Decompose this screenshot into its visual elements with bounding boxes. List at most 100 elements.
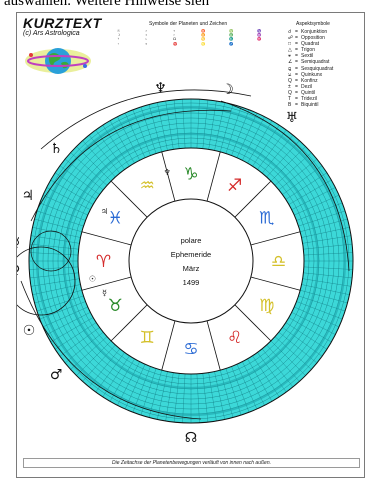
zodiac-sign-glyph: ♋: [183, 340, 198, 360]
aspect-glyph: B: [288, 102, 292, 109]
ring-band: [62, 132, 320, 390]
symbols-legend-glyph: ♒: [257, 33, 262, 38]
symbols-legend-glyph: ♉: [201, 29, 206, 33]
symbols-legend-glyph: ♆: [173, 29, 176, 33]
aspect-equals: =: [295, 96, 298, 103]
aspect-name: Konfinz: [301, 77, 318, 84]
aspect-glyph: □: [288, 41, 292, 48]
aspect-glyph: Q: [288, 89, 292, 96]
aspect-equals: =: [295, 65, 298, 72]
zodiac-sign-glyph: ♓: [108, 208, 123, 228]
aspect-legend-item: ☍ = Opposition: [288, 35, 364, 41]
outer-planet-glyph: ♂: [50, 367, 63, 383]
aspect-name: Quintil: [301, 89, 316, 96]
aspect-equals: =: [295, 47, 298, 54]
symbols-legend-glyph: ♎: [229, 33, 234, 38]
trajectory-curve: [20, 280, 202, 420]
trajectory-curve: [40, 89, 252, 150]
zodiac-divider: [234, 180, 272, 218]
aspect-legend-item: □ = Quadrat: [288, 41, 364, 47]
orbit-arc: [30, 230, 72, 272]
symbols-legend-glyph: ☽: [117, 33, 121, 38]
symbols-legend-table: ☉ ☽ ☿ ♀ ♂ ♃ ♄ ♅ ♆ ♇ ☊ ♈ ♉ ♊ ♋ ♌ ♍ ♎ ♏ ♐ ♑ ♒ ♓: [115, 29, 285, 75]
inner-planet-marker: ☉: [89, 274, 96, 283]
outer-planet-glyph: ♆: [154, 81, 167, 97]
symbols-legend-column: ♍ ♎ ♏ ♐: [229, 29, 233, 46]
zodiac-divider: [250, 276, 301, 291]
symbols-legend-glyph: ♇: [173, 33, 176, 38]
zodiac-divider: [110, 180, 148, 218]
aspect-legend-item: T = Tridezil: [288, 96, 364, 102]
page-caption: auswählen. Weitere Hinweise sieh: [4, 0, 210, 9]
symbols-legend-glyph: ☊: [173, 37, 177, 42]
symbols-legend-glyph: ♈: [173, 41, 178, 46]
outer-planet-glyph: ☊: [185, 430, 197, 446]
zodiac-sign-glyph: ♉: [108, 296, 123, 316]
center-text-line: Ephemeride: [171, 250, 211, 259]
symbols-legend-column: ♉ ♊ ♋ ♌: [201, 29, 205, 46]
zodiac-divider: [206, 320, 221, 371]
symbols-legend-glyph: ♋: [201, 37, 206, 42]
aspect-legend-item: Q = Konfinz: [288, 78, 364, 84]
zodiac-divider: [250, 231, 301, 246]
aspect-glyph: ±: [288, 83, 291, 90]
symbols-legend-glyph: ♏: [229, 37, 234, 42]
aspect-name: Quinkunx: [301, 71, 323, 78]
zodiac-sign-glyph: ♊: [140, 328, 155, 348]
symbols-legend-glyph: ♌: [201, 41, 206, 46]
aspect-equals: =: [295, 71, 298, 78]
zodiac-divider: [161, 320, 176, 371]
center-text-line: polare: [181, 236, 202, 245]
symbols-legend-glyph: ♅: [145, 41, 148, 46]
aspect-legend-item: ⚺ = Quinkunx: [288, 72, 364, 78]
aspect-glyph: △: [288, 47, 292, 54]
symbols-legend-glyph: ♓: [257, 37, 262, 42]
aspect-name: Tridezil: [301, 96, 317, 103]
zodiac-divider: [206, 151, 221, 202]
zodiac-sign-glyph: ♏: [259, 208, 274, 228]
aspect-legend-item: ∠ = Semiquadrat: [288, 59, 364, 65]
zodiac-divider: [81, 276, 132, 291]
aspect-legend-item: Q = Quintil: [288, 90, 364, 96]
aspects-legend-title: Aspektsymbole: [296, 21, 330, 27]
aspect-equals: =: [295, 89, 298, 96]
outer-planet-glyph: ☿: [17, 236, 20, 252]
zodiac-sign-glyph: ♌: [227, 328, 242, 348]
symbols-legend-glyph: ☉: [117, 29, 121, 33]
symbols-legend-title: Symbole der Planeten und Zeichen: [149, 21, 228, 27]
aspect-name: Dezil: [301, 83, 313, 90]
aspect-equals: =: [295, 41, 298, 48]
aspect-equals: =: [295, 59, 298, 66]
aspect-glyph: ⚼: [288, 65, 292, 72]
aspect-legend-item: B = Biquintil: [288, 102, 364, 108]
zodiac-sign-glyph: ♐: [227, 176, 242, 196]
aspect-equals: =: [295, 77, 298, 84]
symbols-legend-glyph: ♂: [145, 29, 148, 33]
aspect-glyph: ☍: [288, 35, 294, 42]
zodiac-divider: [234, 304, 272, 342]
symbols-legend-glyph: ♄: [145, 37, 148, 42]
symbols-legend-column: ♆ ♇ ☊ ♈: [173, 29, 177, 46]
aspect-equals: =: [295, 102, 298, 109]
aspect-glyph: ⚺: [288, 71, 292, 78]
ring-band: [35, 105, 347, 417]
aspect-legend-item: ⚹ = Sextil: [288, 53, 364, 59]
footer-note: Die Zeitachse der Planetenbewegungen ver…: [23, 458, 360, 468]
outer-planet-glyph: ♄: [50, 141, 63, 157]
aspect-equals: =: [295, 29, 298, 35]
zodiac-divider: [81, 231, 132, 246]
outer-planet-glyph: ♀: [17, 263, 20, 279]
outer-planet-glyph: ♃: [22, 188, 35, 204]
zodiac-sign-glyph: ♈: [96, 252, 111, 272]
aspect-name: Opposition: [301, 35, 325, 42]
symbols-legend-glyph: ♃: [145, 33, 148, 38]
symbols-legend-column: ♑ ♒ ♓: [257, 29, 261, 42]
brand-subtitle: (c) Ars Astrologica: [23, 30, 80, 37]
aspects-legend: ☌ = Konjunktion ☍ = Opposition □ = Quadrat △ = Trig…: [288, 29, 364, 108]
symbols-legend-glyph: ♐: [229, 41, 234, 46]
aspect-legend-item: ± = Dezil: [288, 84, 364, 90]
aspect-glyph: ☌: [288, 29, 292, 35]
ephemeris-sheet: KURZTEXT (c) Ars Astrologica Symbole der…: [16, 12, 365, 478]
outer-planet-glyph: ♅: [286, 110, 299, 126]
outer-planet-glyph: ☉: [23, 323, 36, 339]
